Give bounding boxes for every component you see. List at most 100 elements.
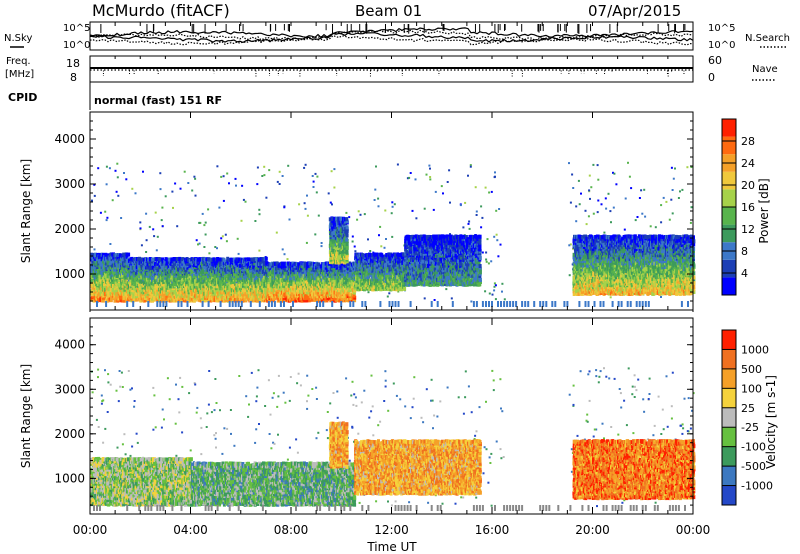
echo-cell: [112, 199, 114, 201]
echo-cell: [203, 224, 205, 226]
echo-cell: [445, 288, 447, 290]
echo-cell: [493, 236, 495, 238]
echo-cell: [603, 232, 605, 234]
echo-cell: [261, 175, 263, 177]
echo-cell: [106, 217, 108, 219]
echo-cell: [464, 202, 466, 204]
echo-cell: [484, 290, 486, 292]
echo-cell: [476, 211, 478, 213]
echo-cell: [321, 242, 323, 244]
echo-cell: [377, 198, 379, 200]
echo-cell: [106, 166, 108, 168]
echo-cell: [496, 239, 498, 241]
echo-cell: [161, 207, 163, 209]
echo-cell: [391, 236, 393, 238]
echo-cell: [475, 186, 477, 188]
nave-label: Nave: [752, 64, 778, 75]
echo-cell: [500, 244, 502, 246]
echo-cell: [637, 216, 639, 218]
beam-title: Beam 01: [355, 2, 422, 20]
echo-cell: [467, 175, 469, 177]
echo-cell: [468, 223, 470, 225]
echo-cell: [157, 236, 159, 238]
freq-tick-high: 18: [66, 57, 80, 70]
echo-cell: [625, 198, 627, 200]
echo-cell: [149, 226, 151, 228]
echo-cell: [469, 228, 471, 230]
cpid-value: normal (fast) 151 RF: [94, 94, 222, 107]
echo-cell: [660, 204, 662, 206]
echo-cell: [504, 298, 506, 300]
echo-cell: [613, 173, 615, 175]
echo-cell: [624, 229, 626, 231]
echo-cell: [220, 176, 222, 178]
echo-cell: [298, 203, 300, 205]
echo-cell: [117, 195, 119, 197]
echo-cell: [488, 262, 490, 264]
echo-cell: [315, 173, 317, 175]
noise-traces: [90, 24, 693, 45]
noise-tick-high-left: 10^5: [63, 23, 90, 34]
echo-cell: [597, 200, 599, 202]
echo-cell: [216, 165, 218, 167]
echo-cell: [223, 175, 225, 177]
echo-cell: [265, 257, 268, 261]
echo-cell: [241, 220, 243, 222]
echo-cell: [94, 248, 96, 250]
echo-cell: [313, 186, 315, 188]
echo-cell: [159, 172, 161, 174]
echo-cell: [480, 226, 482, 228]
echo-cell: [489, 293, 491, 295]
nave-tick-high: 60: [708, 54, 722, 67]
freq-nave-traces: [90, 68, 693, 78]
echo-cell: [284, 253, 286, 255]
echo-cell: [568, 162, 570, 164]
echo-cell: [590, 186, 592, 188]
echo-cell: [448, 169, 450, 171]
echo-cell: [331, 203, 333, 205]
nave-tick-low: 0: [708, 71, 715, 84]
echo-cell: [307, 215, 309, 217]
echo-cell: [316, 176, 318, 178]
echo-cell: [263, 174, 265, 176]
echo-cell: [575, 205, 577, 207]
echo-cell: [380, 245, 382, 247]
echo-cell: [671, 167, 673, 169]
echo-cell: [434, 299, 436, 301]
echo-cell: [640, 189, 642, 191]
echo-cell: [408, 177, 410, 179]
echo-cell: [392, 206, 394, 208]
echo-cell: [226, 173, 228, 175]
noise-tick-low-right: 10^0: [708, 40, 735, 51]
echo-cell: [428, 165, 430, 167]
echo-cell: [116, 191, 118, 193]
echo-cell: [589, 175, 591, 177]
echo-cell: [360, 214, 362, 216]
echo-cell: [627, 162, 629, 164]
echo-cell: [494, 282, 496, 284]
echo-cell: [490, 260, 492, 262]
echo-cell: [462, 226, 464, 228]
echo-cell: [125, 178, 127, 180]
echo-cell: [485, 187, 487, 189]
echo-cell: [235, 178, 237, 180]
echo-cell: [193, 176, 195, 178]
echo-cell: [354, 246, 356, 248]
freq-unit-label: [MHz]: [5, 69, 34, 80]
echo-cell: [379, 226, 381, 228]
echo-cell: [277, 181, 279, 183]
echo-cell: [135, 192, 137, 194]
echo-cell: [100, 212, 102, 214]
echo-cell: [117, 176, 119, 178]
station-title: McMurdo (fitACF): [92, 1, 230, 20]
echo-cell: [352, 236, 354, 238]
echo-cell: [180, 188, 182, 190]
echo-cell: [496, 234, 498, 236]
echo-cell: [226, 240, 228, 242]
echo-cell: [597, 164, 599, 166]
echo-cell: [306, 195, 308, 197]
echo-cell: [352, 241, 354, 243]
power-heatmap: [90, 162, 696, 307]
echo-cell: [491, 191, 493, 193]
